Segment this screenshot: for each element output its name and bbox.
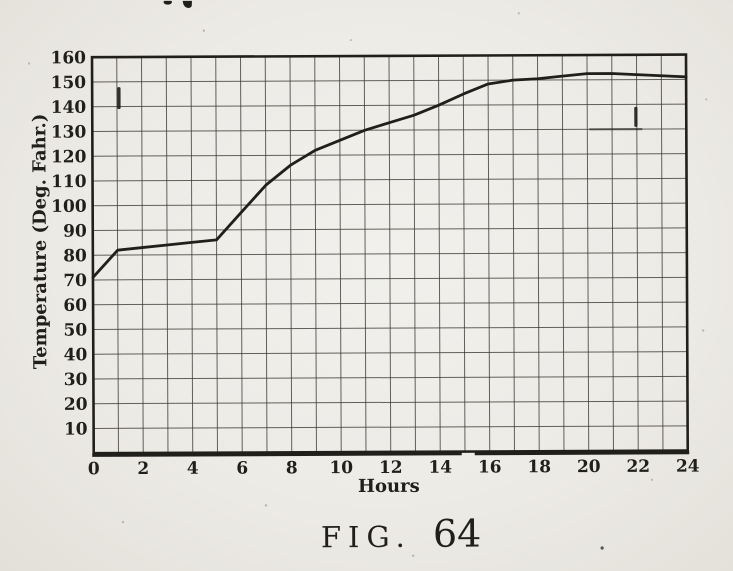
caption-fig-number: 64 — [433, 512, 482, 556]
horizontal-gridline — [92, 128, 687, 132]
x-tick-label: 12 — [379, 458, 403, 478]
x-tick-label: 6 — [236, 459, 248, 479]
y-tick-label: 80 — [63, 246, 87, 266]
y-tick-label: 60 — [63, 296, 87, 316]
plot-frame — [90, 53, 690, 457]
y-tick-label: 150 — [51, 73, 87, 93]
y-axis-title: Temperature (Deg. Fahr.) — [29, 114, 51, 370]
paper-speck — [411, 554, 415, 557]
paper-speck — [517, 12, 520, 15]
paper-speck — [349, 39, 352, 42]
paper-speck — [650, 478, 653, 481]
y-tick-label: 20 — [64, 395, 88, 415]
y-tick-label: 110 — [51, 172, 87, 192]
paper-speck — [705, 98, 708, 101]
y-tick-label: 140 — [51, 98, 87, 118]
ink-blot-artifact — [117, 87, 121, 110]
figure-caption: FIG. 64 — [321, 512, 482, 557]
x-tick-label: 20 — [577, 457, 601, 477]
grid-lines — [92, 54, 688, 454]
x-tick-label: 10 — [329, 458, 353, 478]
x-axis-title: Hours — [358, 476, 420, 497]
horizontal-gridline — [93, 400, 688, 405]
plot-border — [90, 53, 690, 455]
horizontal-gridline — [92, 202, 687, 207]
y-tick-label: 70 — [63, 271, 87, 291]
paper-speck — [600, 546, 604, 550]
y-tick-label: 50 — [63, 320, 87, 340]
paper-speck — [121, 520, 125, 524]
temperature-line — [91, 72, 688, 279]
horizontal-gridline — [93, 351, 688, 355]
temperature-curve — [91, 72, 688, 279]
horizontal-gridline — [93, 375, 688, 380]
y-tick-label: 90 — [63, 221, 87, 241]
paper-speck — [202, 29, 206, 32]
y-tick-label: 100 — [51, 197, 87, 217]
x-tick-label: 4 — [187, 459, 199, 479]
x-tick-label: 18 — [527, 457, 551, 477]
x-tick-label: 16 — [478, 457, 502, 477]
paper-speck — [27, 62, 31, 65]
ink-artifacts — [117, 87, 643, 131]
horizontal-gridline — [92, 252, 687, 256]
y-tick-labels: 10 20 30 40 50 60 70 80 90 100 110 120 130 140 150 160 — [50, 48, 87, 439]
y-tick-label: 30 — [64, 370, 88, 390]
horizontal-gridline — [92, 153, 687, 157]
x-tick-label: 14 — [428, 458, 452, 478]
horizontal-gridline — [92, 103, 687, 108]
horizontal-gridline — [92, 227, 687, 231]
y-tick-label: 40 — [64, 345, 88, 365]
y-tick-label: 10 — [64, 419, 88, 439]
x-tick-label: 0 — [88, 459, 100, 479]
horizontal-gridline — [92, 276, 687, 281]
page-edge-text-remnant — [163, 0, 192, 9]
x-tick-label: 8 — [286, 458, 298, 478]
paper-speck — [701, 329, 705, 332]
paper-speck — [264, 504, 268, 507]
horizontal-gridline — [93, 326, 688, 330]
y-tick-label: 130 — [51, 122, 87, 142]
x-axis-baseline — [92, 450, 690, 457]
horizontal-gridline — [92, 177, 687, 182]
horizontal-gridline — [92, 78, 687, 83]
x-tick-label: 24 — [676, 457, 700, 477]
caption-fig-label: FIG. — [321, 520, 412, 554]
x-tick-label: 22 — [626, 457, 650, 477]
x-tick-label: 2 — [137, 459, 149, 479]
horizontal-gridline — [93, 425, 688, 429]
horizontal-gridline — [93, 301, 688, 306]
ink-smudge-artifact — [589, 127, 643, 131]
text-remnant-mark — [163, 0, 172, 5]
paper-specks — [27, 12, 708, 557]
paper-speck — [43, 352, 47, 355]
y-tick-label: 160 — [50, 48, 86, 68]
ink-blot-artifact — [634, 106, 638, 127]
y-tick-label: 120 — [51, 147, 87, 167]
x-tick-labels: 0 2 4 6 8 10 12 14 16 18 20 22 24 — [88, 457, 700, 480]
text-remnant-mark — [182, 0, 192, 9]
